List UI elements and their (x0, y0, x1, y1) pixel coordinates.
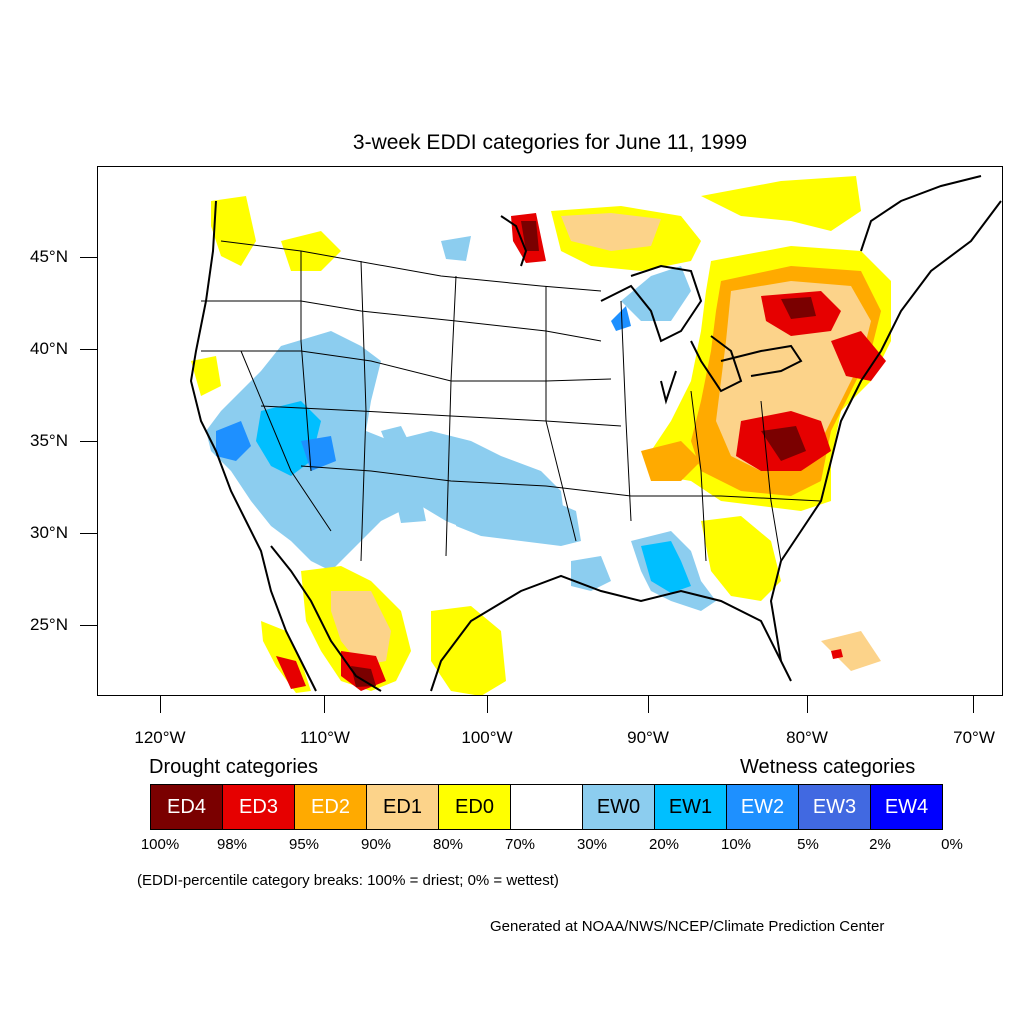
lat-label-40: 40°N (30, 339, 68, 358)
percent-break-label: 100% (140, 836, 180, 853)
lat-tick (80, 349, 97, 350)
lat-tick (80, 441, 97, 442)
eddi-map (97, 166, 1003, 696)
legend-cell-ew3: EW3 (798, 784, 871, 830)
wet-region-west (206, 236, 716, 611)
lon-tick (487, 696, 488, 713)
lon-tick (973, 696, 974, 713)
percent-break-label: 2% (869, 836, 891, 853)
percent-break-label: 30% (576, 836, 608, 853)
drought-region-north (191, 176, 861, 396)
coastline (189, 175, 1002, 692)
percent-break-label: 0% (941, 836, 963, 853)
drought-region-southwest (261, 566, 506, 695)
state-boundaries (201, 240, 822, 562)
lat-label-30: 30°N (30, 523, 68, 542)
credit-line: Generated at NOAA/NWS/NCEP/Climate Predi… (490, 918, 885, 935)
percent-break-label: 70% (504, 836, 536, 853)
percent-break-label: 80% (432, 836, 464, 853)
percent-break-label: 10% (720, 836, 752, 853)
lon-tick (160, 696, 161, 713)
eddi-map-canvas (189, 175, 1002, 695)
lat-label-45: 45°N (30, 247, 68, 266)
percent-break-label: 98% (216, 836, 248, 853)
legend-cell-ed4: ED4 (150, 784, 223, 830)
legend-cell-normal (510, 784, 583, 830)
legend-cell-ew2: EW2 (726, 784, 799, 830)
legend-cell-ed0: ED0 (438, 784, 511, 830)
map-title: 3-week EDDI categories for June 11, 1999 (352, 131, 748, 154)
legend-cell-ew0: EW0 (582, 784, 655, 830)
percent-break-label: 95% (288, 836, 320, 853)
lon-tick (807, 696, 808, 713)
lon-tick (324, 696, 325, 713)
lon-label-90: 90°W (627, 728, 669, 747)
lon-label-80: 80°W (786, 728, 828, 747)
lon-label-110: 110°W (300, 728, 350, 747)
percent-break-label: 90% (360, 836, 392, 853)
lat-tick (80, 533, 97, 534)
legend-cell-ed3: ED3 (222, 784, 295, 830)
legend-cell-ed1: ED1 (366, 784, 439, 830)
percent-break-label: 5% (797, 836, 819, 853)
lat-label-35: 35°N (30, 431, 68, 450)
lon-tick (648, 696, 649, 713)
lat-tick (80, 257, 97, 258)
lon-label-70: 70°W (953, 728, 995, 747)
legend-cell-ew1: EW1 (654, 784, 727, 830)
legend-cell-ew4: EW4 (870, 784, 943, 830)
lon-label-100: 100°W (461, 728, 513, 747)
legend-color-bar: ED4 ED3 ED2 ED1 ED0 EW0 EW1 EW2 EW3 EW4 (150, 784, 943, 830)
wetness-categories-heading: Wetness categories (740, 756, 916, 778)
lat-tick (80, 625, 97, 626)
lat-label-25: 25°N (30, 615, 68, 634)
category-breaks-note: (EDDI-percentile category breaks: 100% =… (137, 872, 559, 889)
percent-break-label: 20% (648, 836, 680, 853)
drought-categories-heading: Drought categories (149, 756, 318, 778)
drought-region-east (641, 246, 891, 671)
lon-label-120: 120°W (134, 728, 186, 747)
legend-cell-ed2: ED2 (294, 784, 367, 830)
